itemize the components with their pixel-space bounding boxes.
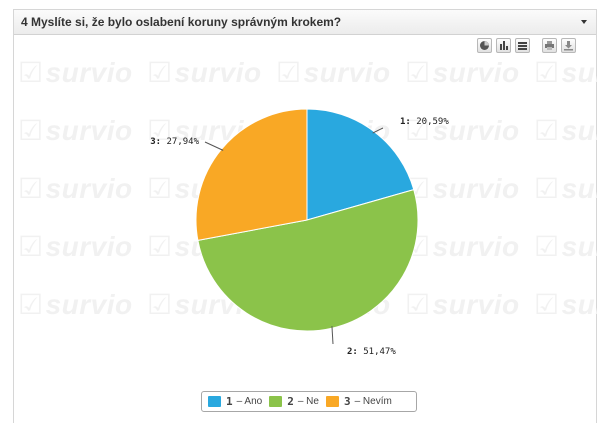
column-chart-icon: [500, 41, 508, 50]
pie-label-connector: [331, 326, 334, 345]
print-button[interactable]: [542, 38, 557, 53]
legend-swatch: [269, 396, 283, 407]
download-button[interactable]: [561, 38, 576, 53]
legend-label: – Nevím: [354, 396, 392, 407]
pie-chart-icon: [480, 41, 489, 50]
question-header[interactable]: 4 Myslíte si, že bylo oslabení koruny sp…: [14, 10, 596, 35]
legend-label: – Ne: [297, 396, 319, 407]
pie-label-connector: [204, 141, 224, 151]
legend-number: 3: [343, 395, 351, 408]
column-chart-view-button[interactable]: [496, 38, 511, 53]
pie-data-label: 3: 27,94%: [150, 137, 199, 147]
legend-item-1[interactable]: 1– Ano: [208, 395, 262, 408]
pie-label-connector: [372, 127, 384, 134]
pie-data-label: 1: 20,59%: [400, 117, 449, 127]
legend-item-3[interactable]: 3– Nevím: [325, 395, 392, 408]
bar-chart-icon: [518, 42, 527, 50]
legend-label: – Ano: [236, 396, 263, 407]
bar-chart-view-button[interactable]: [515, 38, 530, 53]
pie-slice-3[interactable]: [195, 108, 308, 241]
legend-swatch: [208, 396, 221, 407]
legend-item-2[interactable]: 2– Ne: [269, 395, 319, 408]
pie-data-label: 2: 51,47%: [347, 347, 396, 357]
question-title: 4 Myslíte si, že bylo oslabení koruny sp…: [21, 15, 342, 29]
chart-legend: 1– Ano 2– Ne 3– Nevím: [201, 391, 417, 412]
download-icon: [564, 41, 573, 51]
chevron-down-icon[interactable]: [580, 19, 588, 25]
printer-icon: [545, 41, 554, 50]
question-panel: 4 Myslíte si, že bylo oslabení koruny sp…: [13, 9, 597, 423]
legend-swatch: [325, 396, 339, 407]
legend-number: 1: [226, 395, 233, 408]
pie-slice-1[interactable]: [306, 108, 415, 221]
pie-chart-view-button[interactable]: [477, 38, 492, 53]
legend-number: 2: [287, 395, 294, 408]
